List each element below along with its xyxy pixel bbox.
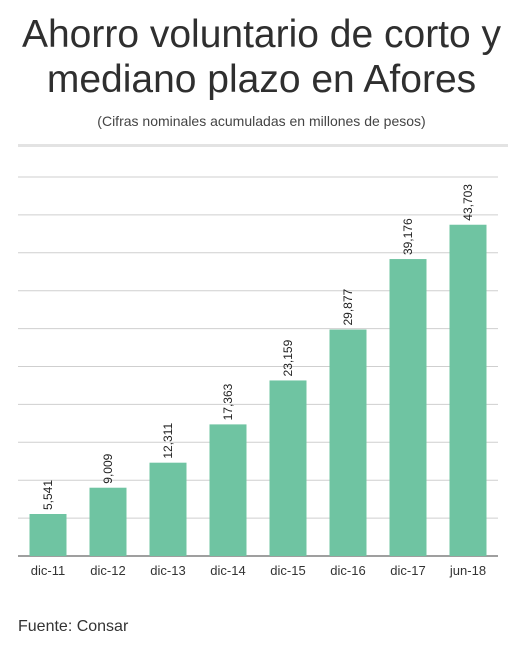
x-tick-label: dic-11 <box>31 563 65 578</box>
bar-dic-14 <box>209 424 247 556</box>
bar-dic-13 <box>149 462 187 556</box>
bar-dic-12 <box>89 487 127 556</box>
chart-subtitle: (Cifras nominales acumuladas en millones… <box>97 113 426 129</box>
value-label: 12,311 <box>161 423 175 459</box>
bar-jun-18 <box>449 224 487 556</box>
value-label: 29,877 <box>341 289 355 326</box>
x-tick-label: dic-14 <box>210 563 245 578</box>
x-tick-label: dic-12 <box>90 563 125 578</box>
bar-dic-16 <box>329 329 367 556</box>
chart-title: Ahorro voluntario de corto y mediano pla… <box>21 13 502 101</box>
bar-chart: 5,541 9,009 12,311 17,363 23,159 29,877 39,176… <box>18 176 498 578</box>
value-label: 9,009 <box>101 453 115 483</box>
value-label: 43,703 <box>461 184 475 221</box>
bar-dic-11 <box>29 513 67 556</box>
x-tick-label: jun-18 <box>449 563 486 578</box>
bar-dic-15 <box>269 380 307 556</box>
value-label: 23,159 <box>281 339 295 376</box>
value-label: 5,541 <box>41 480 55 510</box>
bar-dic-17 <box>389 259 427 556</box>
source-note: Fuente: Consar <box>18 618 129 635</box>
x-tick-label: dic-13 <box>150 563 185 578</box>
title-divider <box>18 144 508 147</box>
x-tick-label: dic-17 <box>390 563 425 578</box>
x-tick-label: dic-16 <box>330 563 365 578</box>
value-label: 39,176 <box>401 218 415 255</box>
value-label: 17,363 <box>221 383 235 420</box>
x-tick-label: dic-15 <box>270 563 305 578</box>
